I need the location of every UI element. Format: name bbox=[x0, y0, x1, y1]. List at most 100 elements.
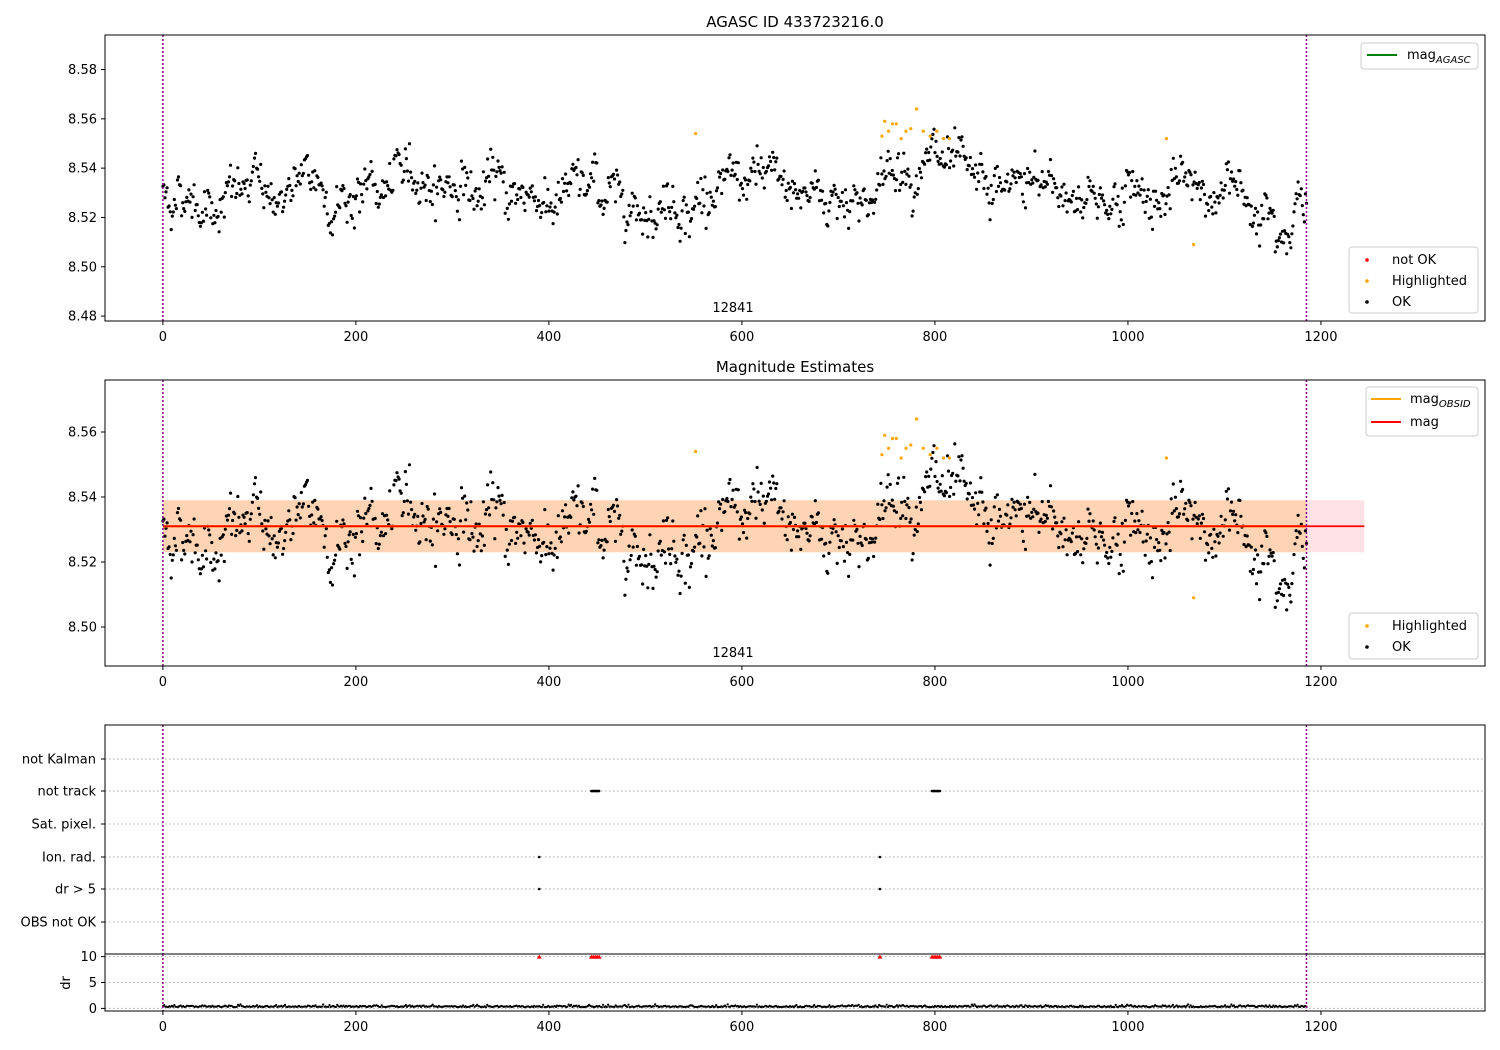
ok-point bbox=[569, 182, 573, 186]
ok-point bbox=[670, 205, 674, 209]
ok-point bbox=[338, 547, 342, 551]
ok-point bbox=[174, 207, 178, 211]
ok-point bbox=[1097, 192, 1101, 197]
ok-point bbox=[1073, 551, 1078, 556]
ok-point bbox=[230, 194, 234, 199]
ok-point bbox=[1012, 500, 1016, 504]
ok-point bbox=[1234, 180, 1238, 184]
dr-point bbox=[172, 1005, 175, 1008]
ok-point bbox=[1102, 199, 1106, 203]
ok-point bbox=[1144, 199, 1148, 204]
ok-point bbox=[246, 532, 250, 536]
dr-point bbox=[404, 1003, 407, 1007]
ok-point bbox=[1225, 168, 1229, 172]
ok-point bbox=[1225, 497, 1229, 501]
ok-point bbox=[1105, 208, 1109, 212]
y-tick-label: 8.54 bbox=[68, 162, 97, 177]
ok-point bbox=[1166, 521, 1170, 525]
ok-point bbox=[364, 179, 368, 183]
ok-point bbox=[1006, 503, 1010, 507]
ok-point bbox=[170, 214, 174, 218]
panel-agasc-obsid-label: 12841 bbox=[712, 301, 753, 316]
ok-point bbox=[894, 510, 899, 514]
ok-point bbox=[1245, 196, 1249, 200]
ok-point bbox=[678, 591, 682, 596]
ok-point bbox=[799, 206, 803, 210]
ok-point bbox=[959, 138, 963, 142]
ok-point bbox=[1088, 179, 1092, 183]
ok-point bbox=[316, 175, 320, 179]
ok-point bbox=[944, 491, 949, 495]
ok-point bbox=[1080, 198, 1084, 202]
ok-point bbox=[836, 534, 840, 538]
ok-point bbox=[333, 214, 337, 218]
ok-point bbox=[674, 216, 678, 220]
ok-point bbox=[1108, 545, 1112, 550]
ok-point bbox=[1267, 554, 1271, 558]
ok-point bbox=[1211, 212, 1215, 216]
ok-point bbox=[1135, 511, 1139, 516]
ok-point bbox=[1112, 185, 1116, 189]
ok-point bbox=[958, 479, 962, 483]
ok-point bbox=[361, 539, 365, 544]
ok-point bbox=[580, 171, 584, 175]
ok-point bbox=[1031, 515, 1035, 519]
ok-point bbox=[1203, 558, 1208, 562]
ok-point bbox=[831, 526, 835, 531]
ok-point bbox=[807, 199, 811, 203]
ok-point bbox=[433, 564, 438, 569]
ok-point bbox=[600, 199, 604, 203]
ok-point bbox=[168, 552, 172, 557]
ok-point bbox=[345, 566, 349, 571]
ok-point bbox=[611, 172, 616, 176]
ok-point bbox=[298, 182, 302, 186]
dr-point bbox=[654, 1003, 657, 1006]
dr-point bbox=[163, 1004, 166, 1007]
legend-mag: mag bbox=[1410, 415, 1439, 430]
panel-magnitude-estimates: Magnitude Estimates 8.508.528.548.56 0 20… bbox=[68, 358, 1486, 690]
ok-point bbox=[374, 201, 378, 206]
ok-point bbox=[824, 541, 828, 546]
ok-point bbox=[446, 181, 450, 185]
ok-point bbox=[164, 190, 168, 194]
ok-point bbox=[169, 228, 173, 232]
ok-point bbox=[704, 574, 708, 579]
ok-point bbox=[739, 181, 744, 185]
ok-point bbox=[886, 473, 890, 477]
ok-point bbox=[927, 474, 931, 478]
ok-point bbox=[185, 195, 189, 199]
highlighted-point bbox=[904, 446, 908, 450]
ok-point bbox=[1238, 169, 1242, 173]
ok-point bbox=[1286, 582, 1290, 586]
ok-point bbox=[572, 498, 576, 502]
ok-point bbox=[1011, 505, 1015, 509]
ok-point bbox=[752, 487, 756, 491]
ok-point bbox=[1143, 210, 1147, 214]
dr-point bbox=[1175, 1004, 1178, 1007]
ok-point bbox=[476, 539, 480, 543]
ok-point bbox=[1049, 505, 1054, 509]
ok-point bbox=[885, 159, 889, 163]
ok-point bbox=[1177, 179, 1182, 183]
ok-point bbox=[1111, 197, 1115, 201]
ok-point bbox=[686, 210, 691, 214]
ok-point bbox=[833, 187, 837, 191]
ok-point bbox=[567, 531, 571, 535]
ok-point bbox=[822, 211, 826, 215]
ok-point bbox=[369, 486, 373, 490]
highlighted-point bbox=[909, 443, 913, 447]
ok-point bbox=[303, 483, 308, 487]
ok-point bbox=[282, 205, 286, 209]
ok-point bbox=[728, 153, 732, 157]
ok-point bbox=[522, 201, 526, 205]
ok-point bbox=[1121, 222, 1125, 227]
ok-point bbox=[298, 516, 302, 520]
ok-point bbox=[430, 543, 434, 547]
ok-point bbox=[252, 482, 257, 486]
ok-point bbox=[1292, 553, 1296, 557]
ok-point bbox=[1010, 168, 1014, 172]
ok-point bbox=[1062, 516, 1066, 520]
ok-point bbox=[992, 505, 996, 509]
ok-point bbox=[377, 202, 381, 206]
ok-point bbox=[413, 512, 417, 516]
